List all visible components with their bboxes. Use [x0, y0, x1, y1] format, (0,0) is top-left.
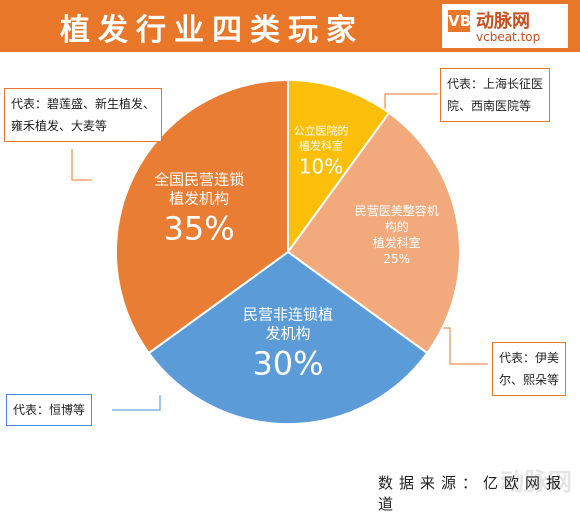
logo: VB 动脉网 vcbeat.top [442, 4, 568, 48]
slice-nonchain-value: 30% [252, 344, 323, 382]
slice-aesthetic-name-line-3: 植发科室 [373, 235, 421, 250]
slice-chain-name-line-2: 植发机构 [169, 190, 229, 208]
slice-nonchain-name-line-2: 发机构 [265, 324, 310, 342]
note-public-line-2: 院、西南医院等 [447, 99, 532, 113]
watermark: 动脉网 [500, 468, 572, 496]
note-nonchain: 代表：恒博等 [6, 394, 93, 426]
callout-line-public [384, 93, 438, 110]
slice-nonchain-name-line-1: 民营非连锁植 [243, 305, 333, 323]
slice-public [287, 78, 391, 256]
logo-mark-icon: VB [448, 10, 472, 32]
note-aesthetic-line-2: 尔、熙朵等 [499, 373, 560, 387]
slice-chain-value: 35% [164, 210, 235, 248]
callout-line-nonchain [112, 395, 161, 411]
pie-slices [114, 78, 462, 426]
slice-chain-name-line-1: 全国民营连锁 [154, 171, 244, 189]
title-bar: 植发行业四类玩家 VB 动脉网 vcbeat.top [0, 0, 580, 52]
slice-aesthetic [286, 111, 462, 355]
note-aesthetic: 代表：伊美 尔、熙朵等 [492, 342, 567, 396]
note-aesthetic-line-1: 代表：伊美 [499, 351, 560, 365]
note-chain-line-2: 雍禾植发、大麦等 [11, 119, 108, 133]
slice-public-name-line-1: 公立医院的 [294, 124, 349, 138]
pie-labels: 公立医院的植发科室10%民营医美整容机构的植发科室25%民营非连锁植发机构30%… [154, 124, 439, 383]
slice-public-value: 10% [299, 155, 343, 179]
slice-aesthetic-name-line-2: 构的 [385, 219, 409, 234]
slice-aesthetic-name-line-1: 民营医美整容机 [355, 203, 439, 218]
logo-url: vcbeat.top [476, 30, 541, 44]
note-public: 代表：上海长征医 院、西南医院等 [440, 68, 551, 122]
slice-nonchain [147, 250, 429, 426]
pie-chart: 公立医院的植发科室10%民营医美整容机构的植发科室25%民营非连锁植发机构30%… [71, 78, 488, 426]
slice-chain [114, 78, 289, 355]
logo-name: 动脉网 [476, 11, 530, 32]
note-chain: 代表：碧莲盛、新生植发、 雍禾植发、大麦等 [4, 88, 163, 142]
slice-aesthetic-value: 25% [383, 252, 410, 266]
note-chain-line-1: 代表：碧莲盛、新生植发、 [11, 97, 156, 111]
page-title: 植发行业四类玩家 [60, 13, 364, 48]
slice-public-name-line-2: 植发科室 [299, 139, 343, 153]
callout-line-chain [71, 149, 92, 181]
note-public-line-1: 代表：上海长征医 [447, 77, 544, 91]
note-nonchain-line-1: 代表：恒博等 [13, 403, 86, 417]
source-note: 数据来源：亿欧网报道 [378, 474, 568, 513]
callout-lines [71, 93, 488, 411]
callout-line-aesthetic [440, 327, 488, 365]
